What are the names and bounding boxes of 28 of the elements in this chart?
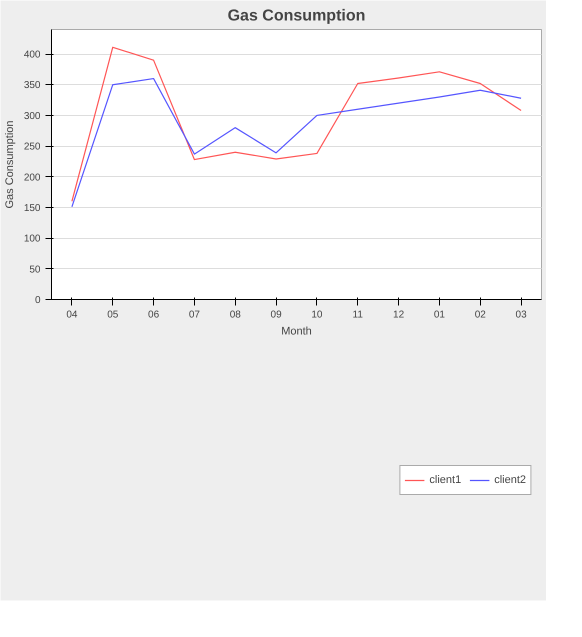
x-tick-label: 12	[393, 310, 405, 320]
legend-label: client2	[494, 474, 526, 486]
y-tick-label: 150	[24, 202, 41, 214]
x-tick-label: 04	[66, 310, 78, 320]
x-tick-label: 08	[230, 310, 242, 320]
y-tick-label: 200	[24, 172, 41, 184]
y-tick-label: 350	[24, 80, 41, 92]
x-tick-label: 07	[188, 310, 200, 320]
x-tick-label: 09	[270, 310, 282, 320]
y-tick-label: 50	[29, 264, 41, 276]
x-tick-label: 11	[352, 310, 364, 320]
x-tick-label: 02	[474, 310, 486, 320]
line-series	[71, 46, 522, 202]
x-tick-label: 10	[311, 310, 323, 320]
y-tick-label: 400	[24, 50, 41, 61]
y-axis-title: Gas Consumption	[4, 120, 16, 209]
x-tick-label: 03	[516, 310, 528, 320]
y-tick-label: 250	[24, 142, 41, 153]
y-tick-label: 300	[24, 110, 41, 122]
y-tick-label: 100	[24, 234, 41, 245]
chart-title: Gas Consumption	[228, 8, 366, 24]
y-tick-label: 0	[34, 295, 41, 306]
x-tick-label: 06	[148, 310, 160, 320]
x-axis-title: Month	[281, 326, 312, 338]
legend-label: client1	[429, 474, 462, 486]
x-tick-label: 05	[107, 310, 119, 320]
x-tick-label: 01	[434, 310, 446, 320]
line-series	[71, 78, 522, 208]
